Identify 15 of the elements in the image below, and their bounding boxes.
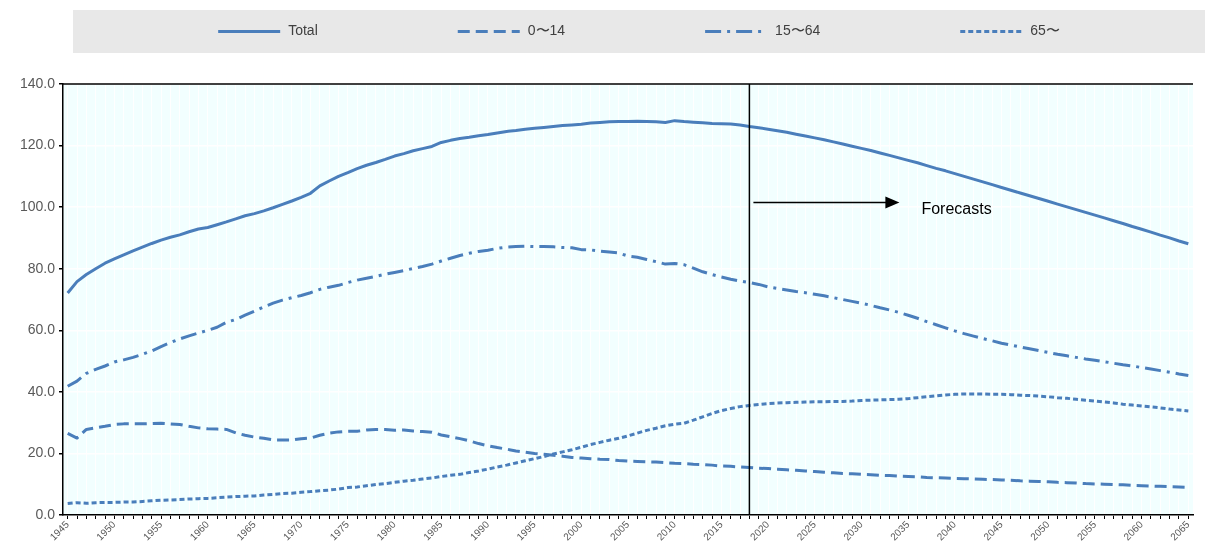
y-tick-label: 20.0 xyxy=(27,444,56,461)
legend-label: 65〜 xyxy=(1030,22,1060,39)
annotation: Forecasts xyxy=(921,199,992,217)
legend-label: 0〜14 xyxy=(527,22,566,39)
y-tick-label: 100.0 xyxy=(19,198,56,214)
y-tick-label: 60.0 xyxy=(27,321,56,338)
line-series xyxy=(66,392,1190,506)
legend-label: Total xyxy=(288,22,318,39)
y-tick-label: 40.0 xyxy=(27,382,56,399)
y-tick-label: 120.0 xyxy=(19,136,56,153)
y-tick-label: 0.0 xyxy=(35,505,56,522)
y-tick-label: 80.0 xyxy=(27,259,56,276)
y-tick-label: 140.0 xyxy=(19,74,56,91)
line-series xyxy=(66,244,1190,388)
legend-label: 15〜64 xyxy=(775,22,821,39)
